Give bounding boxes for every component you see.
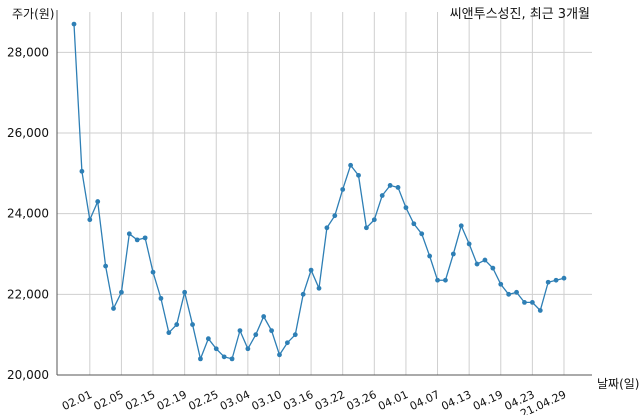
data-point — [561, 275, 567, 281]
data-point — [450, 251, 456, 257]
data-point — [95, 199, 101, 204]
data-point — [269, 328, 274, 334]
data-point — [174, 322, 180, 327]
x-tick-label: 04.07 — [408, 388, 442, 413]
data-point — [545, 279, 551, 285]
price-line — [73, 24, 565, 362]
x-tick-label: 02.05 — [92, 388, 126, 413]
data-point — [71, 21, 77, 27]
data-point — [379, 193, 385, 198]
x-tick-labels: 02.0102.0502.1502.1902.2503.0403.1003.16… — [60, 388, 568, 415]
data-point — [119, 289, 124, 295]
axes — [56, 10, 592, 376]
chart-title: 씨앤투스성진, 최근 3개월 — [450, 7, 590, 22]
data-point — [427, 253, 433, 259]
data-point — [490, 265, 496, 271]
grid — [57, 12, 592, 375]
x-tick-label: 02.15 — [123, 388, 157, 413]
data-point — [103, 263, 109, 269]
y-tick-label: 28,000 — [7, 45, 49, 59]
data-point — [277, 352, 282, 358]
data-point — [529, 300, 535, 305]
data-point — [87, 217, 93, 223]
x-axis-title: 날짜(일) — [597, 377, 639, 391]
x-tick-label: 02.01 — [60, 388, 94, 413]
data-point — [158, 295, 164, 301]
data-point — [324, 225, 330, 231]
x-tick-label: 03.10 — [250, 388, 284, 413]
y-tick-label: 22,000 — [7, 287, 49, 301]
data-point — [182, 289, 188, 295]
data-point — [458, 223, 464, 229]
data-point — [166, 330, 172, 336]
data-point — [348, 162, 354, 168]
data-point — [419, 231, 425, 237]
y-tick-labels: 20,000 22,000 24,000 26,000 28,000 — [7, 45, 49, 382]
data-point — [229, 356, 235, 362]
data-point — [356, 172, 361, 178]
data-point — [506, 291, 512, 297]
x-tick-label: 04.19 — [471, 388, 505, 413]
x-tick-label: 03.26 — [345, 388, 379, 413]
data-point — [190, 322, 195, 327]
data-points — [71, 21, 567, 362]
data-point — [253, 332, 259, 338]
data-point — [284, 340, 290, 346]
y-axis-title: 주가(원) — [12, 7, 54, 21]
data-point — [395, 185, 401, 190]
data-point — [134, 237, 140, 243]
data-point — [111, 306, 116, 311]
data-point — [340, 187, 346, 192]
data-point — [316, 285, 322, 291]
data-point — [292, 332, 298, 338]
data-point — [300, 291, 306, 297]
x-tick-label: 03.22 — [313, 388, 347, 413]
data-point — [198, 356, 203, 362]
x-tick-label: 04.13 — [439, 388, 473, 413]
data-point — [245, 346, 251, 352]
data-point — [150, 269, 156, 275]
data-point — [142, 235, 148, 241]
y-tick-label: 24,000 — [7, 207, 49, 221]
data-point — [411, 221, 417, 227]
data-point — [261, 314, 267, 319]
data-point — [498, 281, 504, 287]
data-point — [435, 277, 440, 283]
data-point — [371, 217, 377, 223]
x-tick-label: 03.04 — [218, 388, 252, 413]
data-point — [205, 336, 211, 342]
x-tick-label: 04.01 — [376, 388, 410, 413]
data-point — [364, 225, 369, 231]
data-point — [443, 277, 448, 283]
data-point — [537, 308, 543, 313]
data-point — [474, 261, 480, 267]
data-point — [514, 289, 519, 295]
data-point — [237, 328, 243, 334]
data-point — [553, 277, 559, 283]
data-point — [79, 168, 85, 174]
data-point — [213, 346, 219, 352]
data-point — [403, 205, 409, 211]
data-point — [522, 300, 527, 305]
data-point — [466, 241, 472, 247]
data-point — [387, 183, 393, 188]
x-tick-label: 02.25 — [186, 388, 220, 413]
x-tick-label: 03.16 — [281, 388, 315, 413]
data-point — [126, 231, 132, 237]
y-tick-label: 26,000 — [7, 126, 49, 140]
data-point — [332, 213, 338, 219]
data-point — [482, 257, 488, 263]
y-tick-label: 20,000 — [7, 368, 49, 382]
x-tick-label: 02.19 — [155, 388, 189, 413]
data-point — [308, 267, 314, 273]
data-point — [221, 354, 227, 360]
